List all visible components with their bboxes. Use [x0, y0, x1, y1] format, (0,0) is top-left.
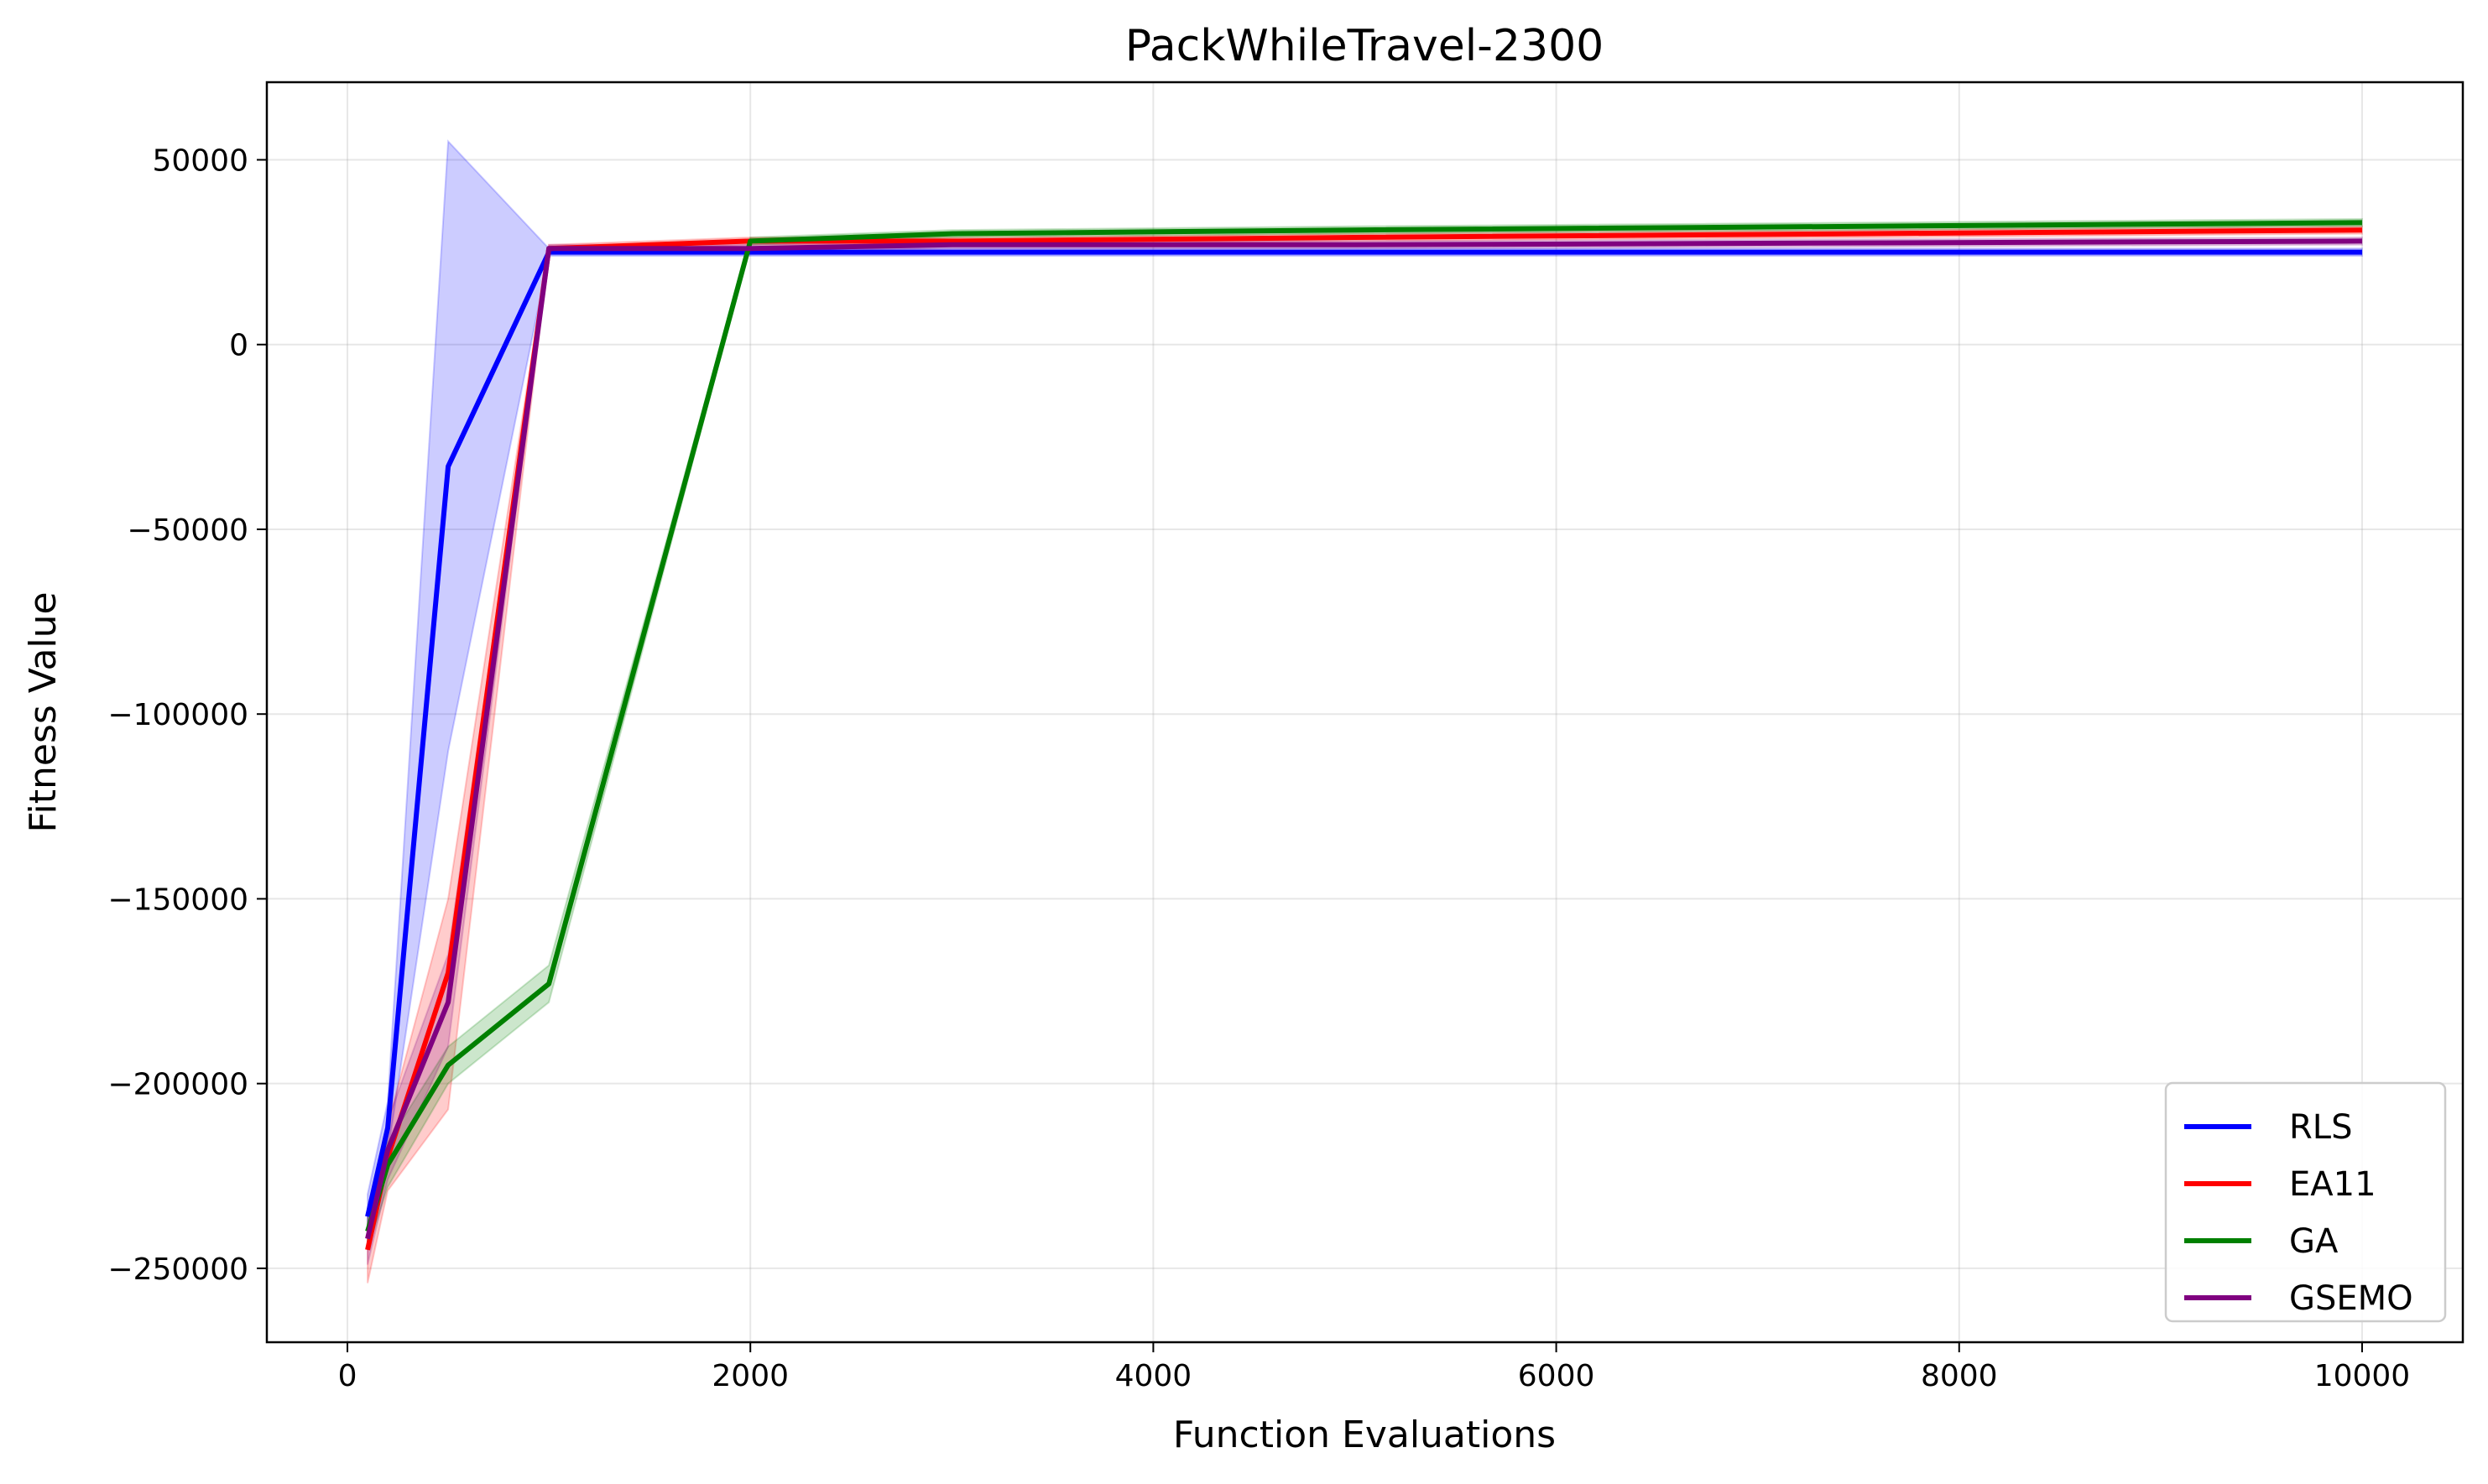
- series-line-rls: [365, 249, 2362, 1217]
- x-tick-label: 4000: [1115, 1359, 1192, 1393]
- y-tick-label: −200000: [107, 1068, 248, 1102]
- y-tick-label: −100000: [107, 698, 248, 732]
- legend-label-gsemo: GSEMO: [2289, 1279, 2413, 1318]
- y-axis-ticks: −250000 −200000 −150000 −100000 −50000 0 50000: [107, 143, 267, 1287]
- grid-lines: [267, 82, 2463, 1342]
- chart-title: PackWhileTravel-2300: [1125, 21, 1604, 71]
- band-ea11: [367, 225, 2363, 1284]
- x-tick-label: 6000: [1518, 1359, 1595, 1393]
- y-tick-label: 0: [229, 329, 248, 363]
- y-axis-label: Fitness Value: [22, 591, 65, 832]
- x-tick-label: 8000: [1921, 1359, 1998, 1393]
- x-axis-ticks: 0 2000 4000 6000 8000 10000: [338, 1342, 2411, 1393]
- series-line-ga: [365, 220, 2362, 1232]
- series-lines: [365, 220, 2362, 1251]
- y-tick-label: 50000: [152, 143, 248, 178]
- series-line-gsemo: [365, 238, 2362, 1240]
- legend-label-ea11: EA11: [2289, 1165, 2376, 1204]
- y-tick-label: −250000: [107, 1252, 248, 1287]
- y-tick-label: −50000: [127, 513, 248, 548]
- plot-area: [267, 82, 2463, 1342]
- legend-label-rls: RLS: [2289, 1108, 2352, 1147]
- x-tick-label: 0: [338, 1359, 357, 1393]
- legend-label-ga: GA: [2289, 1222, 2339, 1261]
- band-ga: [367, 217, 2363, 1251]
- legend: RLS EA11 GA GSEMO: [2164, 1081, 2447, 1323]
- plot-frame: [265, 81, 2465, 1344]
- legend-box: [2164, 1081, 2447, 1323]
- x-tick-label: 2000: [712, 1359, 789, 1393]
- x-tick-label: 10000: [2314, 1359, 2411, 1393]
- x-axis-label: Function Evaluations: [1173, 1414, 1556, 1456]
- y-tick-label: −150000: [107, 883, 248, 917]
